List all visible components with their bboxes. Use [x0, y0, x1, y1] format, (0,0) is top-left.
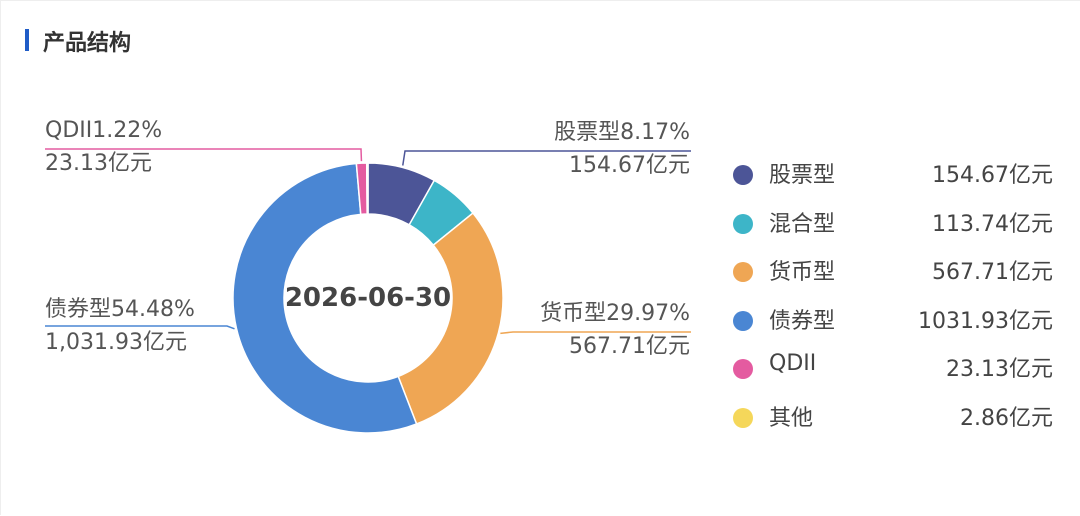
legend-item-stock[interactable]: 股票型 154.67亿元 [729, 153, 1059, 202]
legend-dot-stock [733, 165, 753, 185]
legend-dot-money [733, 262, 753, 282]
callout-bond-name: 债券型54.48% [45, 297, 195, 322]
legend-name: 货币型 [769, 260, 836, 285]
callout-bond: 债券型54.48% 1,031.93亿元 [45, 293, 195, 359]
callout-qdii: QDII1.22% 23.13亿元 [45, 114, 162, 180]
legend-item-qdii[interactable]: QDII 23.13亿元 [729, 347, 1059, 396]
legend-name: 股票型 [769, 163, 836, 188]
leader-line-stock [402, 150, 691, 166]
callout-qdii-name: QDII1.22% [45, 118, 163, 143]
leader-line-qdii [45, 148, 363, 162]
legend-value: 2.86亿元 [960, 405, 1053, 431]
legend-name: QDII [769, 351, 817, 376]
legend-value: 113.74亿元 [932, 211, 1053, 237]
legend-dot-other [733, 407, 753, 428]
legend-item-money[interactable]: 货币型 567.71亿元 [729, 250, 1059, 299]
legend-name: 混合型 [769, 211, 836, 237]
donut-slice-bond[interactable] [232, 162, 418, 434]
callout-stock: 股票型8.17% 154.67亿元 [554, 116, 690, 182]
chart-legend: 股票型 154.67亿元 混合型 113.74亿元 货币型 567.71亿元 债… [729, 153, 1059, 444]
legend-item-hybrid[interactable]: 混合型 113.74亿元 [729, 202, 1059, 251]
donut-slice-money[interactable] [397, 212, 504, 425]
legend-dot-bond [733, 310, 753, 331]
legend-item-bond[interactable]: 债券型 1031.93亿元 [729, 299, 1059, 348]
legend-name: 其他 [769, 405, 814, 431]
legend-dot-hybrid [733, 213, 753, 234]
legend-value: 1031.93亿元 [918, 308, 1053, 334]
donut-center-date: 2026-06-30 [284, 283, 452, 313]
callout-money-value: 567.71亿元 [569, 334, 690, 359]
title-accent-bar [25, 29, 29, 51]
callout-stock-name: 股票型8.17% [554, 120, 690, 145]
panel-title: 产品结构 [43, 31, 132, 56]
leader-line-money [500, 331, 691, 335]
legend-value: 154.67亿元 [932, 163, 1053, 188]
legend-dot-qdii [733, 359, 753, 379]
callout-qdii-value: 23.13亿元 [45, 151, 152, 176]
leader-line-bond [45, 325, 235, 330]
donut-slice-other[interactable] [365, 162, 369, 215]
legend-value: 567.71亿元 [932, 260, 1053, 285]
callout-stock-value: 154.67亿元 [569, 153, 690, 178]
legend-name: 债券型 [769, 308, 836, 334]
callout-money-name: 货币型29.97% [540, 301, 690, 326]
callout-bond-value: 1,031.93亿元 [45, 330, 187, 355]
legend-value: 23.13亿元 [946, 357, 1053, 382]
callout-money: 货币型29.97% 567.71亿元 [540, 297, 690, 363]
legend-item-other[interactable]: 其他 2.86亿元 [729, 396, 1059, 445]
